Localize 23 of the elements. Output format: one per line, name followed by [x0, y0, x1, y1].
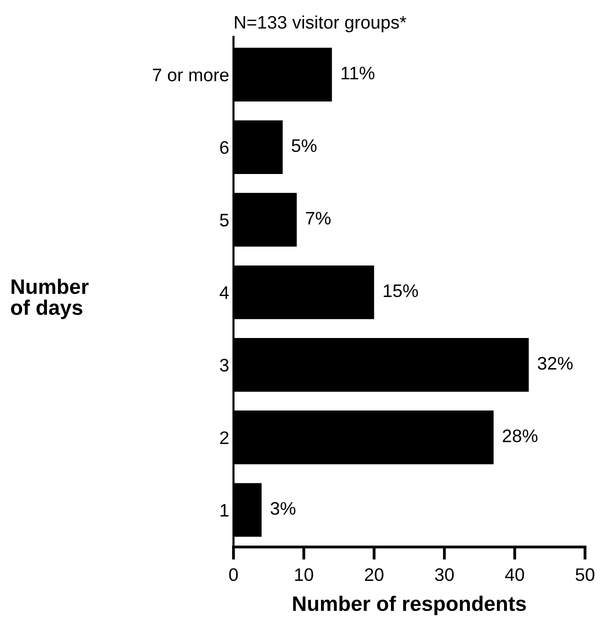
y-tick-label: 4	[220, 286, 229, 299]
y-tick-label: 5	[220, 214, 229, 226]
y-tick-label: 2	[220, 431, 228, 444]
x-tick-label: 40	[505, 568, 524, 582]
annotation: 11%	[342, 66, 374, 80]
annotation: 7%	[306, 212, 331, 225]
x-tick-label: 30	[435, 568, 454, 582]
y-tick-label: 6	[220, 141, 229, 154]
annotation: 3%	[270, 502, 296, 515]
annotation: 28%	[502, 429, 538, 442]
x-tick-label: 10	[295, 568, 314, 582]
x-tick-label: 50	[576, 568, 594, 582]
y-tick-label: 7 or more	[152, 68, 229, 82]
x-axis-title: Number of respondents	[293, 596, 526, 616]
annotation: 5%	[292, 139, 316, 152]
annotation: 32%	[538, 356, 573, 370]
y-tick-label: 3	[220, 358, 229, 372]
annotation: 15%	[384, 284, 418, 298]
y-axis-title: Number of days	[11, 278, 89, 320]
x-tick-label: 0	[229, 568, 238, 582]
x-tick-label: 20	[364, 568, 384, 582]
y-tick-label: 1	[220, 504, 228, 516]
chart-title: N=133 visitor groups*	[234, 15, 406, 32]
